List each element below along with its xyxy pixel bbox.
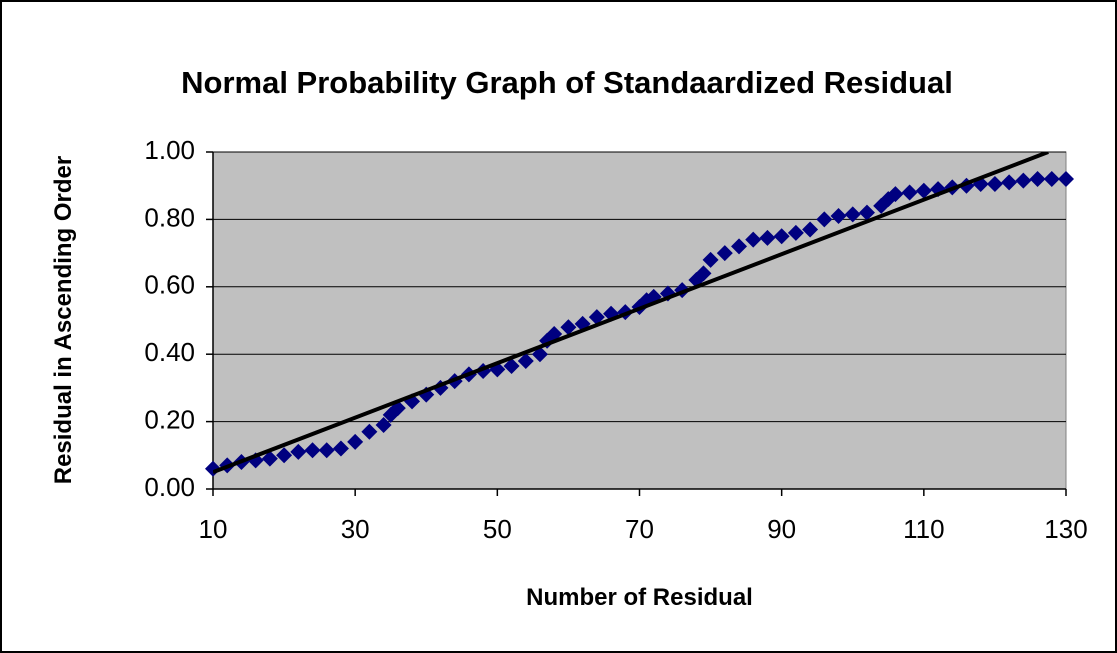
marker (276, 447, 293, 464)
marker (304, 442, 321, 459)
marker (745, 231, 762, 248)
marker (1058, 170, 1074, 187)
marker (1043, 170, 1060, 187)
y-tick-label: 1.00 (144, 135, 195, 165)
marker (290, 443, 307, 460)
y-tick-label: 0.40 (144, 337, 195, 367)
marker (986, 176, 1003, 193)
marker (560, 319, 577, 336)
marker (503, 357, 520, 374)
y-axis-label: Residual in Ascending Order (50, 155, 77, 485)
x-tick-label: 110 (903, 514, 944, 544)
marker (887, 186, 904, 203)
marker (1015, 172, 1032, 189)
marker (347, 433, 364, 450)
marker (332, 440, 349, 457)
marker (858, 204, 875, 221)
x-axis-label: Number of Residual (526, 584, 753, 611)
marker (816, 211, 833, 228)
marker (695, 265, 712, 282)
x-tick-label: 90 (767, 514, 796, 544)
marker (716, 245, 733, 262)
marker (759, 229, 776, 246)
marker (375, 416, 392, 433)
marker (901, 184, 918, 201)
marker (205, 460, 221, 477)
x-tick-label: 70 (625, 514, 654, 544)
x-tick-label: 10 (199, 514, 228, 544)
marker (1001, 174, 1018, 191)
marker (731, 238, 748, 255)
marker (830, 208, 847, 225)
marker (915, 182, 932, 199)
x-tick-label: 30 (341, 514, 370, 544)
marker (844, 206, 861, 223)
marker (588, 309, 605, 326)
marker (773, 228, 790, 245)
y-tick-label: 0.80 (144, 202, 195, 232)
marker (1029, 170, 1046, 187)
marker (261, 450, 278, 467)
y-tick-label: 0.20 (144, 404, 195, 434)
plot-area (212, 151, 1067, 490)
chart-title: Normal Probability Graph of Standaardize… (181, 65, 953, 100)
trend-line (213, 152, 1049, 475)
y-tick-label: 0.60 (144, 270, 195, 300)
marker (787, 224, 804, 241)
marker (318, 442, 335, 459)
marker (361, 423, 378, 440)
marker (802, 221, 819, 238)
y-tick-label: 0.00 (144, 472, 195, 502)
marker (702, 251, 719, 268)
marker (517, 352, 534, 369)
x-tick-label: 50 (483, 514, 512, 544)
x-tick-label: 130 (1044, 514, 1087, 544)
